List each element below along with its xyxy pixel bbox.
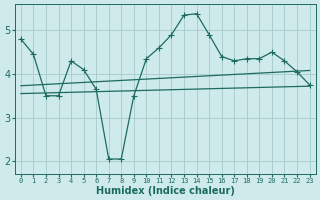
X-axis label: Humidex (Indice chaleur): Humidex (Indice chaleur) (96, 186, 235, 196)
